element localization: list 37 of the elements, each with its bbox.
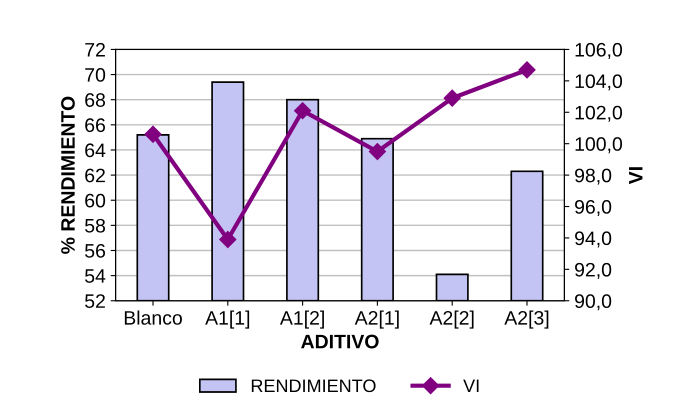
- y2-tick-label: 94,0: [575, 231, 612, 248]
- x-tick-label: A2[1]: [354, 310, 399, 329]
- y-tick-label: 62: [85, 168, 105, 182]
- y-tick-label: 60: [85, 194, 106, 208]
- y2-tick-label: 100,0: [576, 137, 622, 154]
- point: [368, 142, 386, 160]
- point: [444, 90, 461, 107]
- y-tick-label: 56: [85, 244, 106, 258]
- y-tick-label: 72: [85, 42, 105, 56]
- x-tick-label: A1[1]: [205, 310, 250, 329]
- y-tick-label: 64: [85, 143, 106, 158]
- point: [294, 102, 312, 120]
- y-tick-label: 68: [85, 93, 106, 107]
- x-tick-label: A1[2]: [280, 310, 324, 329]
- y-axis-title: % RENDIMIENTO: [61, 96, 75, 254]
- legend-label: RENDIMIENTO: [252, 379, 376, 392]
- y2-tick-label: 102,0: [576, 106, 622, 122]
- point: [219, 230, 236, 248]
- x-tick-label: A2[3]: [504, 310, 548, 329]
- x-tick-label: A2[2]: [430, 310, 474, 329]
- y2-tick-label: 92,0: [575, 262, 612, 279]
- y2-axis-title: VI: [629, 167, 642, 184]
- y-tick-label: 54: [85, 269, 106, 283]
- y-tick-label: 52: [85, 294, 105, 308]
- y-tick-label: 58: [85, 218, 106, 233]
- point: [518, 61, 536, 78]
- y2-tick-label: 90,0: [575, 294, 612, 310]
- y2-tick-label: 106,0: [576, 42, 622, 59]
- y2-tick-label: 98,0: [575, 168, 612, 185]
- y2-tick-label: 104,0: [576, 74, 622, 90]
- y-tick-label: 70: [85, 68, 106, 82]
- x-tick-label: Blanco: [124, 310, 182, 325]
- x-axis-title: ADITIVO: [301, 334, 379, 348]
- y-tick-label: 66: [85, 118, 106, 132]
- y2-tick-label: 96,0: [575, 200, 612, 216]
- legend-label: VI: [463, 380, 479, 392]
- point: [144, 126, 162, 143]
